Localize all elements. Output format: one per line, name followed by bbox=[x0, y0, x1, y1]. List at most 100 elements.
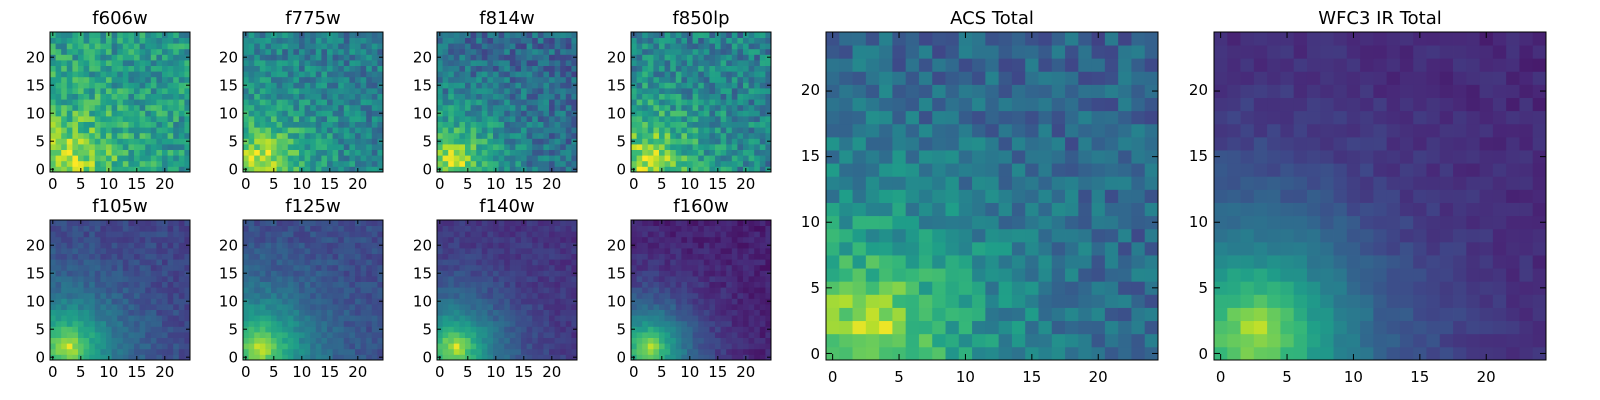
heatmap-cell bbox=[748, 99, 755, 106]
heatmap-cell bbox=[89, 320, 96, 327]
heatmap-cell bbox=[184, 343, 191, 350]
heatmap-cell bbox=[647, 65, 654, 72]
heatmap-cell bbox=[287, 348, 294, 355]
heatmap-cell bbox=[759, 138, 766, 145]
heatmap-cell bbox=[282, 43, 289, 50]
heatmap-cell bbox=[377, 48, 384, 55]
heatmap-cell bbox=[659, 99, 665, 106]
heatmap-cell bbox=[754, 132, 761, 139]
heatmap-cell bbox=[167, 144, 174, 150]
heatmap-cell bbox=[543, 248, 550, 254]
heatmap-cell bbox=[687, 315, 693, 322]
heatmap-cell bbox=[437, 104, 443, 111]
heatmap-cell bbox=[276, 71, 283, 78]
heatmap-cell bbox=[254, 253, 261, 260]
heatmap-cell bbox=[664, 348, 671, 355]
heatmap-cell bbox=[150, 121, 157, 128]
heatmap-cell bbox=[72, 48, 79, 55]
heatmap-cell bbox=[338, 116, 345, 122]
heatmap-cell bbox=[343, 248, 350, 254]
heatmap-cell bbox=[128, 343, 135, 350]
heatmap-cell bbox=[134, 231, 140, 238]
heatmap-cell bbox=[465, 236, 471, 243]
heatmap-cell bbox=[248, 225, 255, 232]
heatmap-cell bbox=[659, 82, 665, 89]
heatmap-cell bbox=[453, 315, 460, 322]
heatmap-cell bbox=[675, 116, 682, 122]
heatmap-cell bbox=[709, 76, 716, 83]
heatmap-cell bbox=[715, 292, 721, 299]
heatmap-cell bbox=[162, 132, 168, 139]
heatmap-cell bbox=[659, 121, 665, 128]
heatmap-cell bbox=[100, 354, 107, 361]
heatmap-cell bbox=[743, 93, 749, 100]
heatmap-cell bbox=[565, 43, 572, 50]
heatmap-cell bbox=[476, 60, 483, 66]
heatmap-cell bbox=[299, 65, 305, 72]
heatmap-cell bbox=[670, 160, 677, 167]
heatmap-cell bbox=[476, 110, 483, 117]
heatmap-cell bbox=[515, 76, 522, 83]
heatmap-cell bbox=[681, 332, 688, 338]
heatmap-cell bbox=[184, 264, 191, 271]
heatmap-cell bbox=[134, 149, 140, 156]
heatmap-cell bbox=[465, 248, 471, 254]
heatmap-cell bbox=[549, 60, 555, 66]
heatmap-cell bbox=[709, 37, 716, 44]
heatmap-cell bbox=[265, 248, 272, 254]
heatmap-cell bbox=[476, 236, 483, 243]
heatmap-cell bbox=[282, 155, 289, 162]
heatmap-cell bbox=[111, 116, 118, 122]
heatmap-cell bbox=[642, 326, 649, 333]
heatmap-cell bbox=[254, 281, 261, 288]
heatmap-cell bbox=[332, 287, 339, 294]
heatmap-cell bbox=[338, 354, 345, 361]
heatmap-cell bbox=[178, 149, 185, 156]
heatmap-cell bbox=[509, 264, 516, 271]
heatmap-cell bbox=[100, 287, 107, 294]
heatmap-cell bbox=[703, 65, 710, 72]
heatmap-cell bbox=[687, 155, 693, 162]
heatmap-cell bbox=[549, 292, 555, 299]
heatmap-cell bbox=[465, 88, 471, 94]
heatmap-cell bbox=[493, 231, 499, 238]
heatmap-cell bbox=[675, 110, 682, 117]
heatmap-cell bbox=[642, 138, 649, 145]
heatmap-cell bbox=[117, 231, 124, 238]
heatmap-cell bbox=[765, 343, 772, 350]
heatmap-cell bbox=[282, 354, 289, 361]
heatmap-cell bbox=[139, 343, 146, 350]
heatmap-cell bbox=[715, 127, 721, 134]
heatmap-cell bbox=[106, 138, 112, 145]
heatmap-cell bbox=[371, 298, 378, 305]
heatmap-cell bbox=[465, 225, 471, 232]
heatmap-cell bbox=[366, 110, 373, 117]
heatmap-cell bbox=[521, 160, 527, 167]
panel-f606w: f606w 0 5 10 15 20 0 5 10 15 20 bbox=[26, 8, 191, 193]
heatmap-cell bbox=[243, 264, 249, 271]
heatmap-cell bbox=[504, 37, 511, 44]
plot-frame bbox=[49, 219, 191, 361]
heatmap-cell bbox=[731, 315, 738, 322]
heatmap-cell bbox=[355, 315, 361, 322]
heatmap-cell bbox=[150, 253, 157, 260]
heatmap-cell bbox=[293, 104, 300, 111]
heatmap-cell bbox=[515, 337, 522, 344]
heatmap-cell bbox=[532, 32, 539, 38]
heatmap-cell bbox=[737, 292, 744, 299]
heatmap-cell bbox=[498, 93, 505, 100]
heatmap-cell bbox=[366, 348, 373, 355]
heatmap-cell bbox=[315, 71, 322, 78]
heatmap-cell bbox=[293, 93, 300, 100]
heatmap-cell bbox=[72, 82, 79, 89]
heatmap-cell bbox=[248, 259, 255, 266]
heatmap-cell bbox=[470, 32, 477, 38]
heatmap-cell bbox=[265, 298, 272, 305]
heatmap-cell bbox=[145, 292, 152, 299]
heatmap-cell bbox=[754, 304, 761, 310]
heatmap-cell bbox=[360, 155, 367, 162]
heatmap-cell bbox=[698, 348, 705, 355]
y-tick-label: 0 bbox=[228, 349, 238, 367]
heatmap-cell bbox=[720, 155, 727, 162]
heatmap-cell bbox=[537, 71, 544, 78]
